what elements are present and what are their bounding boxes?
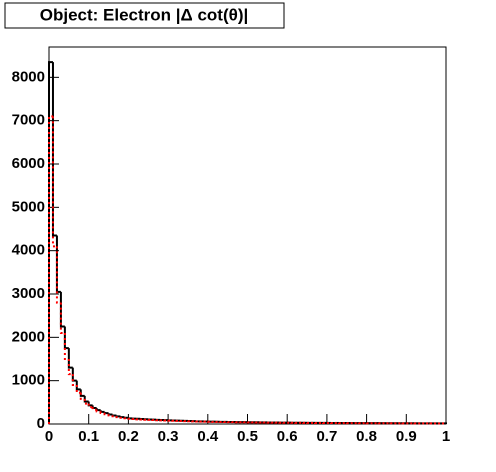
- x-tick-label: 0.7: [316, 428, 337, 445]
- x-tick-label: 0.3: [158, 428, 179, 445]
- histogram-bin: [99, 411, 105, 414]
- x-tick-label: 0.8: [356, 428, 377, 445]
- histogram-bin: [127, 417, 133, 420]
- y-tick-label: 4000: [12, 242, 45, 259]
- histogram-bin: [87, 403, 93, 409]
- histogram-bin: [442, 422, 447, 425]
- histogram-bin: [83, 398, 89, 405]
- histogram-bin: [55, 246, 61, 304]
- x-tick-label: 0.1: [78, 428, 99, 445]
- histogram-bin: [79, 389, 85, 397]
- x-tick-label: 0.9: [396, 428, 417, 445]
- histogram-bin: [51, 62, 57, 237]
- histogram-bin: [67, 359, 73, 376]
- title-box: [4, 2, 285, 29]
- histogram-bin: [95, 409, 101, 413]
- histogram-bin: [75, 385, 81, 394]
- histogram-bin: [63, 333, 69, 360]
- histogram-bin: [111, 415, 117, 418]
- x-tick-label: 0.5: [237, 428, 258, 445]
- x-tick-label: 0.2: [118, 428, 139, 445]
- y-tick-label: 3000: [12, 285, 45, 302]
- y-tick-label: 6000: [12, 155, 45, 172]
- y-tick-label: 8000: [12, 68, 45, 85]
- histogram-bin: [79, 392, 85, 400]
- x-tick-label: 1: [442, 428, 450, 445]
- histogram-bin: [107, 414, 113, 417]
- y-tick-label: 5000: [12, 198, 45, 215]
- chart-title: Object: Electron |Δ cot(θ)|: [40, 5, 249, 24]
- x-tick-label: 0.6: [277, 428, 298, 445]
- histogram-bin: [115, 416, 121, 419]
- y-tick-label: 1000: [12, 372, 45, 389]
- histogram-bin: [71, 374, 77, 386]
- x-tick-label: 0: [45, 428, 53, 445]
- y-tick-label: 2000: [12, 328, 45, 345]
- histogram-bin: [123, 417, 129, 420]
- histogram-bin: [83, 395, 89, 403]
- histogram-bin: [119, 416, 125, 419]
- y-tick-label: 0: [37, 415, 45, 432]
- histogram-bin: [67, 348, 73, 369]
- x-tick-label: 0.4: [197, 428, 219, 445]
- y-tick-label: 7000: [12, 112, 45, 129]
- histogram-bin: [75, 380, 81, 391]
- histogram-bin: [91, 407, 97, 411]
- histogram-bin: [103, 412, 109, 416]
- histogram-bin: [51, 116, 57, 248]
- histogram-bin: [48, 115, 53, 424]
- histogram-bin: [59, 302, 65, 334]
